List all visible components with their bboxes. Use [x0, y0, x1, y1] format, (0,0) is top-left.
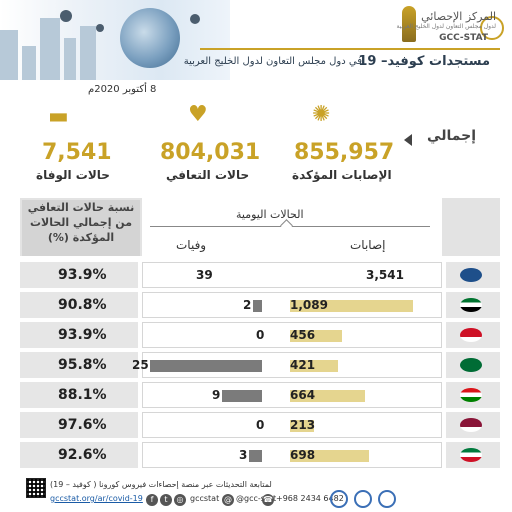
partner-logo [378, 490, 396, 508]
recovery-cell [20, 292, 138, 318]
deaths-bar [253, 300, 262, 312]
phone-number: +968 2434 6482 [276, 494, 344, 503]
recovery-cell [20, 322, 138, 348]
table-row [142, 262, 442, 288]
partner-logo [330, 490, 348, 508]
recovery-percent: 90.8% [58, 297, 107, 313]
page-title: مستجدات كوفيد– 19 [358, 54, 490, 69]
instagram-icon[interactable]: ◎ [174, 494, 186, 506]
cases-column-header: إصابات [350, 238, 386, 252]
uae-flag-icon [460, 298, 482, 312]
cases-value: 698 [290, 448, 316, 462]
cases-value: 421 [290, 358, 316, 372]
title-divider [200, 48, 500, 50]
building-shape [40, 18, 60, 80]
building-shape [64, 38, 76, 80]
report-date: 8 أكتوبر 2020م [88, 84, 157, 95]
building-shape [80, 26, 96, 80]
covid-link[interactable]: gccstat.org/ar/covid-19 [50, 494, 143, 503]
globe-icon [120, 8, 180, 68]
deaths-column-header: وفيات [176, 238, 207, 252]
recovery-cell [20, 382, 138, 408]
pointer-arrow-icon [404, 134, 412, 146]
recovery-percent: 97.6% [58, 417, 107, 433]
facebook-icon[interactable]: f [146, 494, 158, 506]
cases-value: 3,541 [366, 268, 404, 282]
deaths-label: حالات الوفاة [36, 168, 110, 182]
qr-code[interactable] [26, 478, 46, 498]
recovery-percent: 88.1% [58, 387, 107, 403]
header-illustration [0, 0, 230, 80]
phone-icon: ☎ [262, 494, 274, 506]
deaths-value: 9 [212, 388, 221, 402]
recovery-percent: 93.9% [58, 327, 107, 343]
total-label: إجمالي [427, 128, 476, 144]
twitter-icon[interactable]: t [160, 494, 172, 506]
deaths-value: 39 [196, 268, 213, 282]
table-row [142, 442, 442, 468]
cases-value: 213 [290, 418, 316, 432]
deaths-bar [249, 450, 262, 462]
recovery-percent: 93.9% [58, 267, 107, 283]
recovery-header: نسبة حالات التعافي من إجمالي الحالات الم… [22, 200, 140, 256]
cases-value: 664 [290, 388, 316, 402]
logo-subtitle: لدول مجلس التعاون لدول الخليج العربية [396, 23, 497, 30]
footer-text: لمتابعة التحديثات عبر منصة إحصاءات فيروس… [50, 480, 272, 489]
qatar-flag-icon [460, 418, 482, 432]
recovered-label: حالات التعافي [166, 168, 250, 182]
virus-icon [60, 10, 72, 22]
saudi-flag-icon [460, 358, 482, 372]
recovery-cell [20, 442, 138, 468]
deaths-value: 2 [243, 298, 252, 312]
header: مستجدات كوفيد– 19 في دول مجلس التعاون لد… [0, 0, 512, 80]
confirmed-total: 855,957 [294, 140, 395, 165]
deaths-value: 0 [256, 328, 265, 342]
virus-icon [96, 24, 104, 32]
deaths-value: 3 [239, 448, 248, 462]
virus-icon: ✺ [312, 102, 331, 127]
heart-pulse-icon: ♥ [188, 102, 208, 127]
logo-english-text: GCC-STAT [439, 33, 488, 43]
daily-cases-header-cell [142, 198, 442, 256]
recovery-percent: 95.8% [58, 357, 107, 373]
confirmed-label: الإصابات المؤكدة [292, 168, 392, 182]
partner-logo [354, 490, 372, 508]
bed-icon: ▬ [48, 104, 69, 129]
cases-bar [290, 300, 413, 312]
cases-bar [290, 420, 314, 432]
table-row [142, 322, 442, 348]
deaths-bar [222, 390, 262, 402]
bahrain-flag-icon [460, 328, 482, 342]
deaths-bar [150, 360, 262, 372]
virus-icon [190, 14, 200, 24]
recovered-total: 804,031 [160, 140, 261, 165]
deaths-value: 0 [256, 418, 265, 432]
cases-bar [290, 450, 369, 462]
recovery-cell [20, 412, 138, 438]
page-subtitle: في دول مجلس التعاون لدول الخليج العربية [183, 56, 362, 67]
recovery-percent: 92.6% [58, 447, 107, 463]
daily-cases-header: الحالات اليومية [236, 208, 304, 221]
recovery-cell [20, 262, 138, 288]
gcc-flag-icon [460, 268, 482, 282]
social-handle: gccstat [190, 494, 220, 503]
gccstat-logo-mark [402, 6, 416, 42]
at-icon: @ [222, 494, 234, 506]
cases-value: 456 [290, 328, 316, 342]
cases-bar [290, 390, 365, 402]
kuwait-flag-icon [460, 448, 482, 462]
twitter-handle: @gcc-stat [236, 494, 277, 503]
logo-arabic-text: المركز الإحصائي [421, 10, 496, 23]
cases-bar [290, 360, 338, 372]
recovery-cell [20, 352, 138, 378]
gcc-logo [480, 16, 504, 40]
oman-flag-icon [460, 388, 482, 402]
building-shape [0, 30, 18, 80]
deaths-value: 25 [132, 358, 149, 372]
cases-bar [290, 330, 342, 342]
cases-value: 1,089 [290, 298, 328, 312]
flag-header-cell [446, 198, 500, 256]
building-shape [22, 46, 36, 80]
deaths-total: 7,541 [42, 140, 112, 165]
